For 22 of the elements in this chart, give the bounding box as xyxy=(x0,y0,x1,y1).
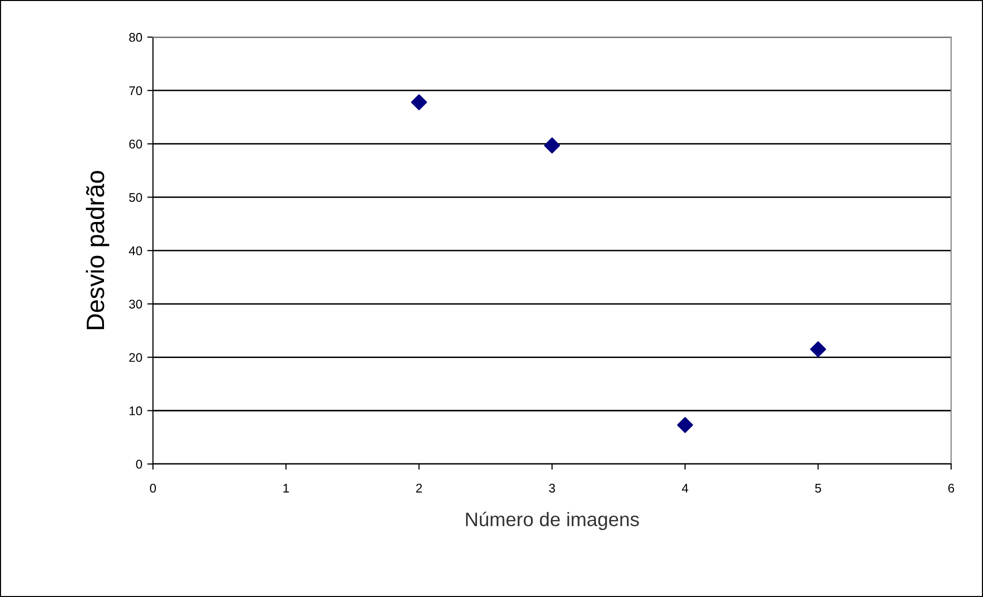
y-tick-label: 50 xyxy=(129,193,142,202)
x-tick-label: 6 xyxy=(948,484,954,493)
x-tick-label: 5 xyxy=(815,484,822,493)
y-tick-label: 30 xyxy=(129,300,142,309)
x-tick-label: 3 xyxy=(549,484,555,493)
point xyxy=(544,137,560,154)
y-tick-label: 10 xyxy=(130,406,142,416)
point xyxy=(810,341,826,358)
y-tick-label: 0 xyxy=(136,460,142,469)
y-tick-label: 20 xyxy=(129,353,142,362)
point xyxy=(677,417,694,434)
y-tick-label: 60 xyxy=(129,140,142,148)
y-tick-label: 70 xyxy=(129,86,142,96)
y-axis-title: Desvio padrão xyxy=(86,171,110,330)
point xyxy=(411,94,427,110)
x-tick-label: 4 xyxy=(682,484,688,492)
x-tick-label: 1 xyxy=(283,484,289,492)
y-tick-label: 80 xyxy=(129,32,142,42)
y-tick-label: 40 xyxy=(128,246,142,256)
x-tick-label: 2 xyxy=(416,484,422,492)
x-tick-label: 0 xyxy=(150,484,156,493)
x-axis-title: Número de imagens xyxy=(466,512,639,530)
